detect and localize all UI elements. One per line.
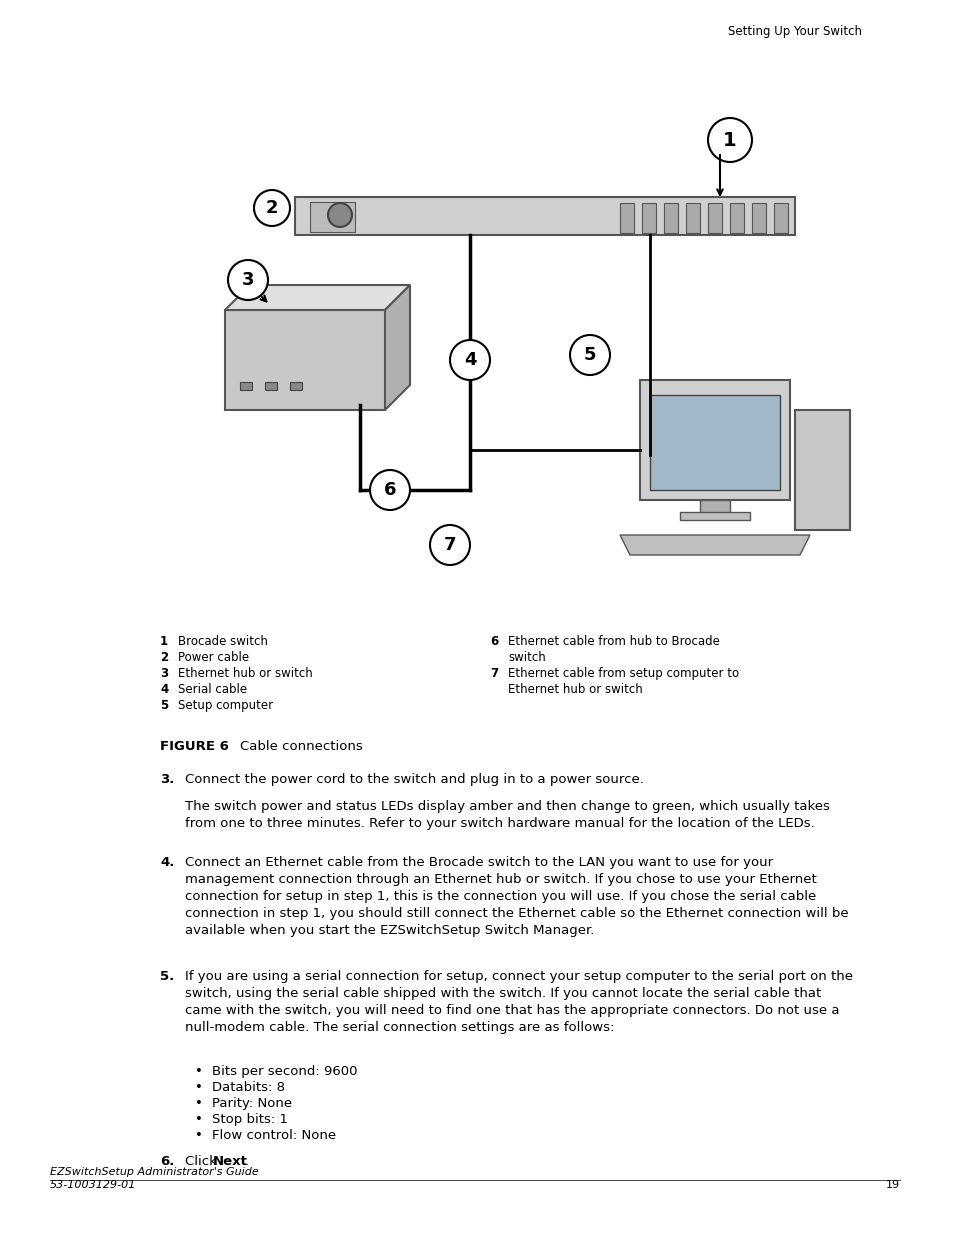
Bar [707,203,721,233]
Text: Ethernet cable from hub to Brocade: Ethernet cable from hub to Brocade [507,635,720,648]
Bar [729,203,743,233]
Text: Ethernet hub or switch: Ethernet hub or switch [507,683,642,697]
Text: 5: 5 [583,346,596,364]
Text: 3: 3 [160,667,168,680]
Bar [685,203,700,233]
Text: 4: 4 [160,683,168,697]
Text: 7: 7 [490,667,497,680]
Text: 3: 3 [241,270,254,289]
Text: 2: 2 [266,199,278,217]
Circle shape [569,335,609,375]
Text: •: • [194,1113,203,1126]
Text: Ethernet hub or switch: Ethernet hub or switch [178,667,313,680]
Text: Setting Up Your Switch: Setting Up Your Switch [727,25,862,38]
Text: The switch power and status LEDs display amber and then change to green, which u: The switch power and status LEDs display… [185,800,829,830]
Text: Parity: None: Parity: None [212,1097,292,1110]
Text: •: • [194,1065,203,1078]
Bar [751,203,765,233]
Text: Databits: 8: Databits: 8 [212,1081,285,1094]
Bar [700,500,729,515]
Text: Cable connections: Cable connections [240,740,362,753]
Text: Power cable: Power cable [178,651,249,664]
Circle shape [370,471,410,510]
Bar [641,203,656,233]
Circle shape [228,261,268,300]
Text: Flow control: None: Flow control: None [212,1129,335,1142]
Polygon shape [619,535,809,555]
Text: 5.: 5. [160,969,174,983]
Text: 4: 4 [463,351,476,369]
Circle shape [450,340,490,380]
Bar [649,395,780,490]
Text: 6.: 6. [160,1155,174,1168]
Circle shape [707,119,751,162]
Circle shape [430,525,470,564]
Bar [265,382,276,390]
Bar [310,203,355,232]
Text: Stop bits: 1: Stop bits: 1 [212,1113,288,1126]
Text: 2: 2 [160,651,168,664]
Bar [663,203,678,233]
Bar [619,203,634,233]
Bar [794,410,849,530]
Text: Connect the power cord to the switch and plug in to a power source.: Connect the power cord to the switch and… [185,773,643,785]
Polygon shape [225,285,410,310]
Text: .: . [245,1155,249,1168]
Text: If you are using a serial connection for setup, connect your setup computer to t: If you are using a serial connection for… [185,969,852,1034]
Text: Serial cable: Serial cable [178,683,247,697]
Polygon shape [385,285,410,410]
Bar [240,382,252,390]
Text: Next: Next [213,1155,248,1168]
Text: Ethernet cable from setup computer to: Ethernet cable from setup computer to [507,667,739,680]
Text: 5: 5 [160,699,168,713]
Text: 3.: 3. [160,773,174,785]
Text: 1: 1 [160,635,168,648]
Bar [290,382,302,390]
Bar [773,203,787,233]
Text: •: • [194,1081,203,1094]
Text: 6: 6 [490,635,497,648]
Text: Brocade switch: Brocade switch [178,635,268,648]
Text: Click: Click [185,1155,221,1168]
Bar [639,380,789,500]
Text: EZSwitchSetup Administrator's Guide
53-1003129-01: EZSwitchSetup Administrator's Guide 53-1… [50,1167,258,1191]
Text: switch: switch [507,651,545,664]
Text: 1: 1 [722,131,736,149]
Text: 6: 6 [383,480,395,499]
Text: Bits per second: 9600: Bits per second: 9600 [212,1065,357,1078]
Text: 19: 19 [885,1179,899,1191]
Text: Connect an Ethernet cable from the Brocade switch to the LAN you want to use for: Connect an Ethernet cable from the Broca… [185,856,848,937]
Text: Setup computer: Setup computer [178,699,273,713]
Text: FIGURE 6: FIGURE 6 [160,740,229,753]
Text: 7: 7 [443,536,456,555]
Bar [679,513,749,520]
Text: •: • [194,1129,203,1142]
Polygon shape [225,310,385,410]
Text: 4.: 4. [160,856,174,869]
Bar [294,198,794,235]
Circle shape [328,203,352,227]
Text: •: • [194,1097,203,1110]
Circle shape [253,190,290,226]
